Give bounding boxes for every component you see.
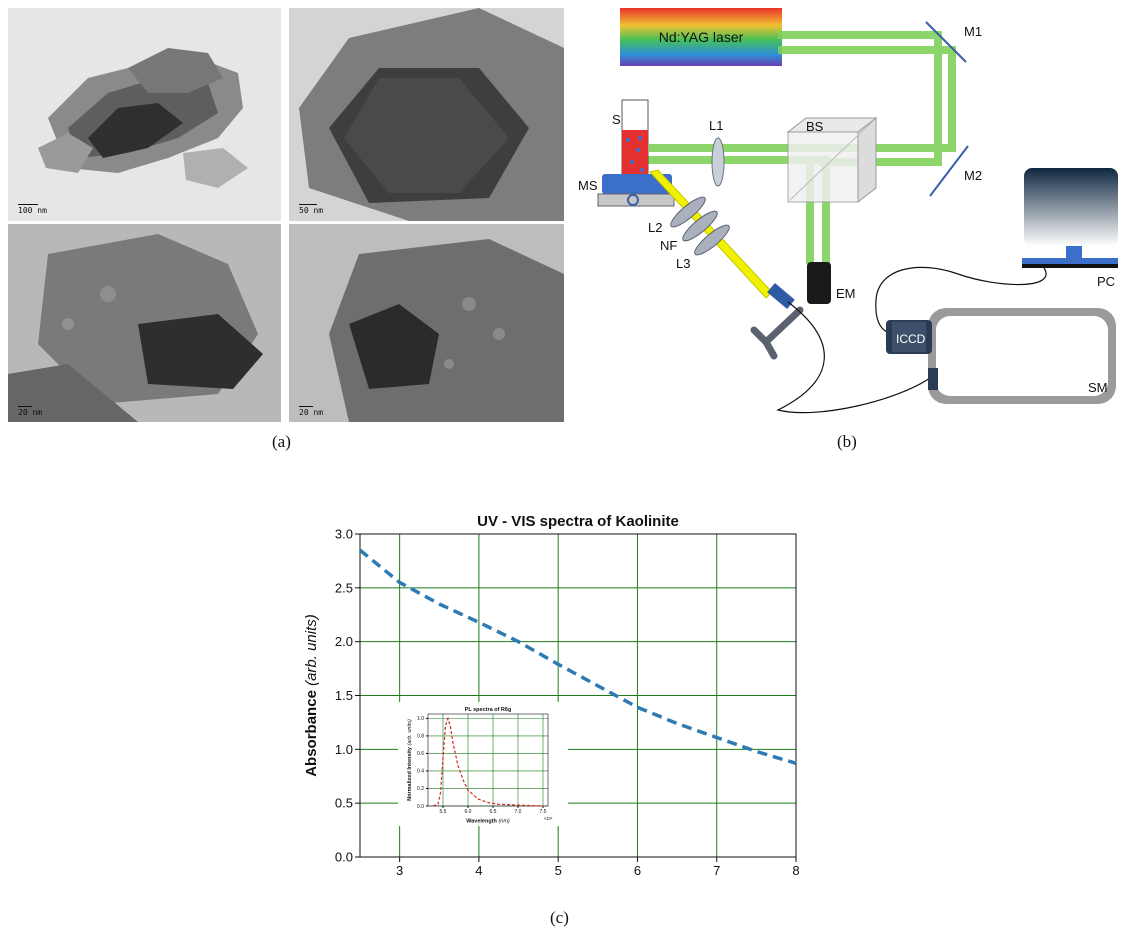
lens-l1 (711, 137, 725, 187)
y-axis-label: Absorbance (arb. units) (303, 614, 320, 777)
scale-bar: 50 nm (299, 204, 323, 215)
main-chart: 3 4 5 6 7 8 0.0 0.5 1.0 1.5 2.0 2.5 3.0 UV - VIS spec… (303, 513, 800, 878)
kaolinite-aggregate-image (38, 48, 248, 188)
energy-meter-label: EM (836, 286, 856, 301)
mirror-m2-label: M2 (964, 168, 982, 183)
kaolinite-closeup-image (329, 239, 564, 422)
series-line (358, 548, 797, 765)
scale-bar: 20 nm (299, 406, 323, 417)
caption-b: (b) (837, 432, 857, 451)
series-line (432, 716, 544, 807)
spectrometer-input-port (928, 368, 938, 390)
magnetic-stirrer (602, 174, 672, 194)
iccd-label: ICCD (896, 332, 926, 346)
mirror-m1 (925, 21, 967, 63)
y-tick-label: 0.0 (417, 804, 424, 810)
optical-fiber (776, 301, 931, 414)
fiber-coupler (767, 283, 795, 309)
tem-micrograph-2: 50 nm (289, 8, 564, 221)
x-tick-label: 8 (792, 863, 799, 878)
tem-micrograph-3: 20 nm (8, 224, 281, 422)
data-cable (875, 266, 1047, 335)
caption-c: (c) (550, 908, 569, 927)
magnetic-stirrer-label: MS (578, 178, 598, 193)
laser-label: Nd:YAG laser (659, 29, 744, 45)
lens-l2-label: L2 (648, 220, 662, 235)
scale-label: 100 nm (18, 206, 47, 215)
x-tick-label: 7 (713, 863, 720, 878)
sample-label: S (612, 112, 621, 127)
x-tick-label: 6.5 (490, 809, 497, 815)
x-tick-label: 7.5 (540, 809, 547, 815)
tem-micrograph-1: 100 nm (8, 8, 281, 221)
scale-label: 20 nm (18, 408, 43, 417)
x-tick-label: 7.0 (515, 809, 522, 815)
notch-filter-label: NF (660, 238, 677, 253)
plot-area (428, 714, 548, 806)
y-tick-label: 2.5 (335, 580, 353, 595)
pc-label: PC (1097, 274, 1115, 289)
kaolinite-platelet-image (299, 8, 564, 221)
y-tick-label: 1.0 (335, 742, 353, 757)
y-tick-label: 1.0 (417, 716, 424, 722)
mirror-m2 (929, 145, 969, 197)
x-tick-label: 3 (396, 863, 403, 878)
x-tick-label: 6 (634, 863, 641, 878)
y-tick-label: 0.8 (417, 734, 424, 740)
chart-title: UV - VIS spectra of Kaolinite (477, 513, 679, 530)
spectrometer-label: SM (1088, 380, 1108, 395)
x-axis-label: Wavelength (nm) (466, 819, 510, 825)
pc-monitor (1024, 168, 1118, 246)
x-tick-label: 4 (475, 863, 482, 878)
x-tick-label: 6.0 (465, 809, 472, 815)
panel-c-uv-vis-chart: 3 4 5 6 7 8 0.0 0.5 1.0 1.5 2.0 2.5 3.0 UV - VIS spec… (303, 513, 800, 878)
notch-filter (682, 210, 718, 242)
x-tick-label: 5 (555, 863, 562, 878)
x-multiplier-label: ×10² (544, 816, 553, 821)
mirror-m1-label: M1 (964, 24, 982, 39)
scale-bar: 100 nm (18, 204, 47, 215)
scale-label: 20 nm (299, 408, 324, 417)
panel-a-tem-micrographs: 100 nm 50 nm 20 nm (8, 8, 564, 422)
kaolinite-closeup-image (8, 234, 263, 422)
y-tick-label: 3.0 (335, 527, 353, 542)
y-tick-label: 1.5 (335, 688, 353, 703)
y-tick-label: 0.5 (335, 796, 353, 811)
scale-bar: 20 nm (18, 406, 42, 417)
inset-chart: 5.5 6.0 6.5 7.0 7.5 0.0 0.2 0.4 0.6 0.8 1.0 PL spec… (407, 707, 553, 825)
y-axis-label: Normalized Intensity (arb. units) (407, 719, 413, 801)
y-tick-label: 0.6 (417, 751, 424, 757)
plot-frame (427, 713, 549, 807)
chart-title: PL spectra of R6g (465, 707, 512, 713)
x-tick-label: 5.5 (440, 809, 447, 815)
lens-l3 (694, 224, 730, 256)
tem-micrograph-4: 20 nm (289, 224, 564, 422)
panel-b-setup-diagram: Nd:YAG laser M1 M2 BS L1 EM S MS L2 NF L… (578, 8, 1118, 414)
y-tick-label: 0.4 (417, 769, 424, 775)
y-tick-label: 2.0 (335, 634, 353, 649)
lens-l1-label: L1 (709, 118, 723, 133)
beam-splitter-label: BS (806, 119, 824, 134)
lens-l2 (670, 196, 706, 228)
energy-meter (807, 262, 831, 304)
laser-box (620, 8, 782, 66)
y-tick-label: 0.0 (335, 850, 353, 865)
lens-l3-label: L3 (676, 256, 690, 271)
caption-a: (a) (272, 432, 291, 451)
y-tick-label: 0.2 (417, 786, 424, 792)
scale-label: 50 nm (299, 206, 324, 215)
